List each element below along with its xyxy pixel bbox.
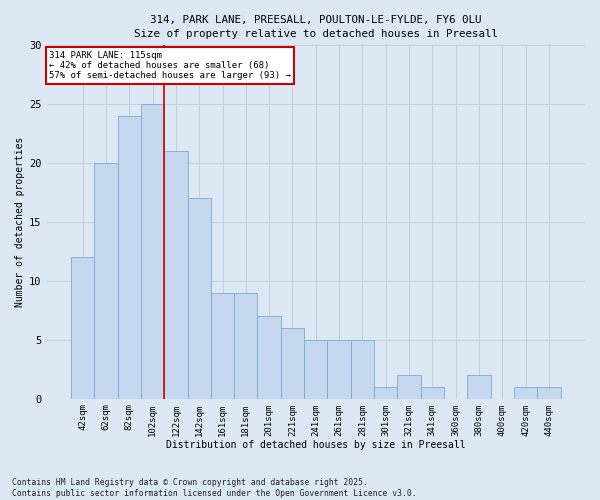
X-axis label: Distribution of detached houses by size in Preesall: Distribution of detached houses by size …: [166, 440, 466, 450]
Bar: [211, 292, 234, 399]
Y-axis label: Number of detached properties: Number of detached properties: [15, 137, 25, 307]
Bar: [304, 340, 328, 398]
Bar: [374, 387, 397, 398]
Bar: [188, 198, 211, 398]
Bar: [421, 387, 444, 398]
Bar: [141, 104, 164, 399]
Bar: [118, 116, 141, 399]
Bar: [234, 292, 257, 399]
Bar: [164, 152, 188, 398]
Bar: [328, 340, 351, 398]
Bar: [537, 387, 560, 398]
Text: 314 PARK LANE: 115sqm
← 42% of detached houses are smaller (68)
57% of semi-deta: 314 PARK LANE: 115sqm ← 42% of detached …: [49, 50, 291, 80]
Bar: [94, 163, 118, 398]
Bar: [351, 340, 374, 398]
Bar: [397, 375, 421, 398]
Bar: [71, 258, 94, 398]
Text: Contains HM Land Registry data © Crown copyright and database right 2025.
Contai: Contains HM Land Registry data © Crown c…: [12, 478, 416, 498]
Bar: [467, 375, 491, 398]
Bar: [281, 328, 304, 398]
Title: 314, PARK LANE, PREESALL, POULTON-LE-FYLDE, FY6 0LU
Size of property relative to: 314, PARK LANE, PREESALL, POULTON-LE-FYL…: [134, 15, 498, 39]
Bar: [257, 316, 281, 398]
Bar: [514, 387, 537, 398]
